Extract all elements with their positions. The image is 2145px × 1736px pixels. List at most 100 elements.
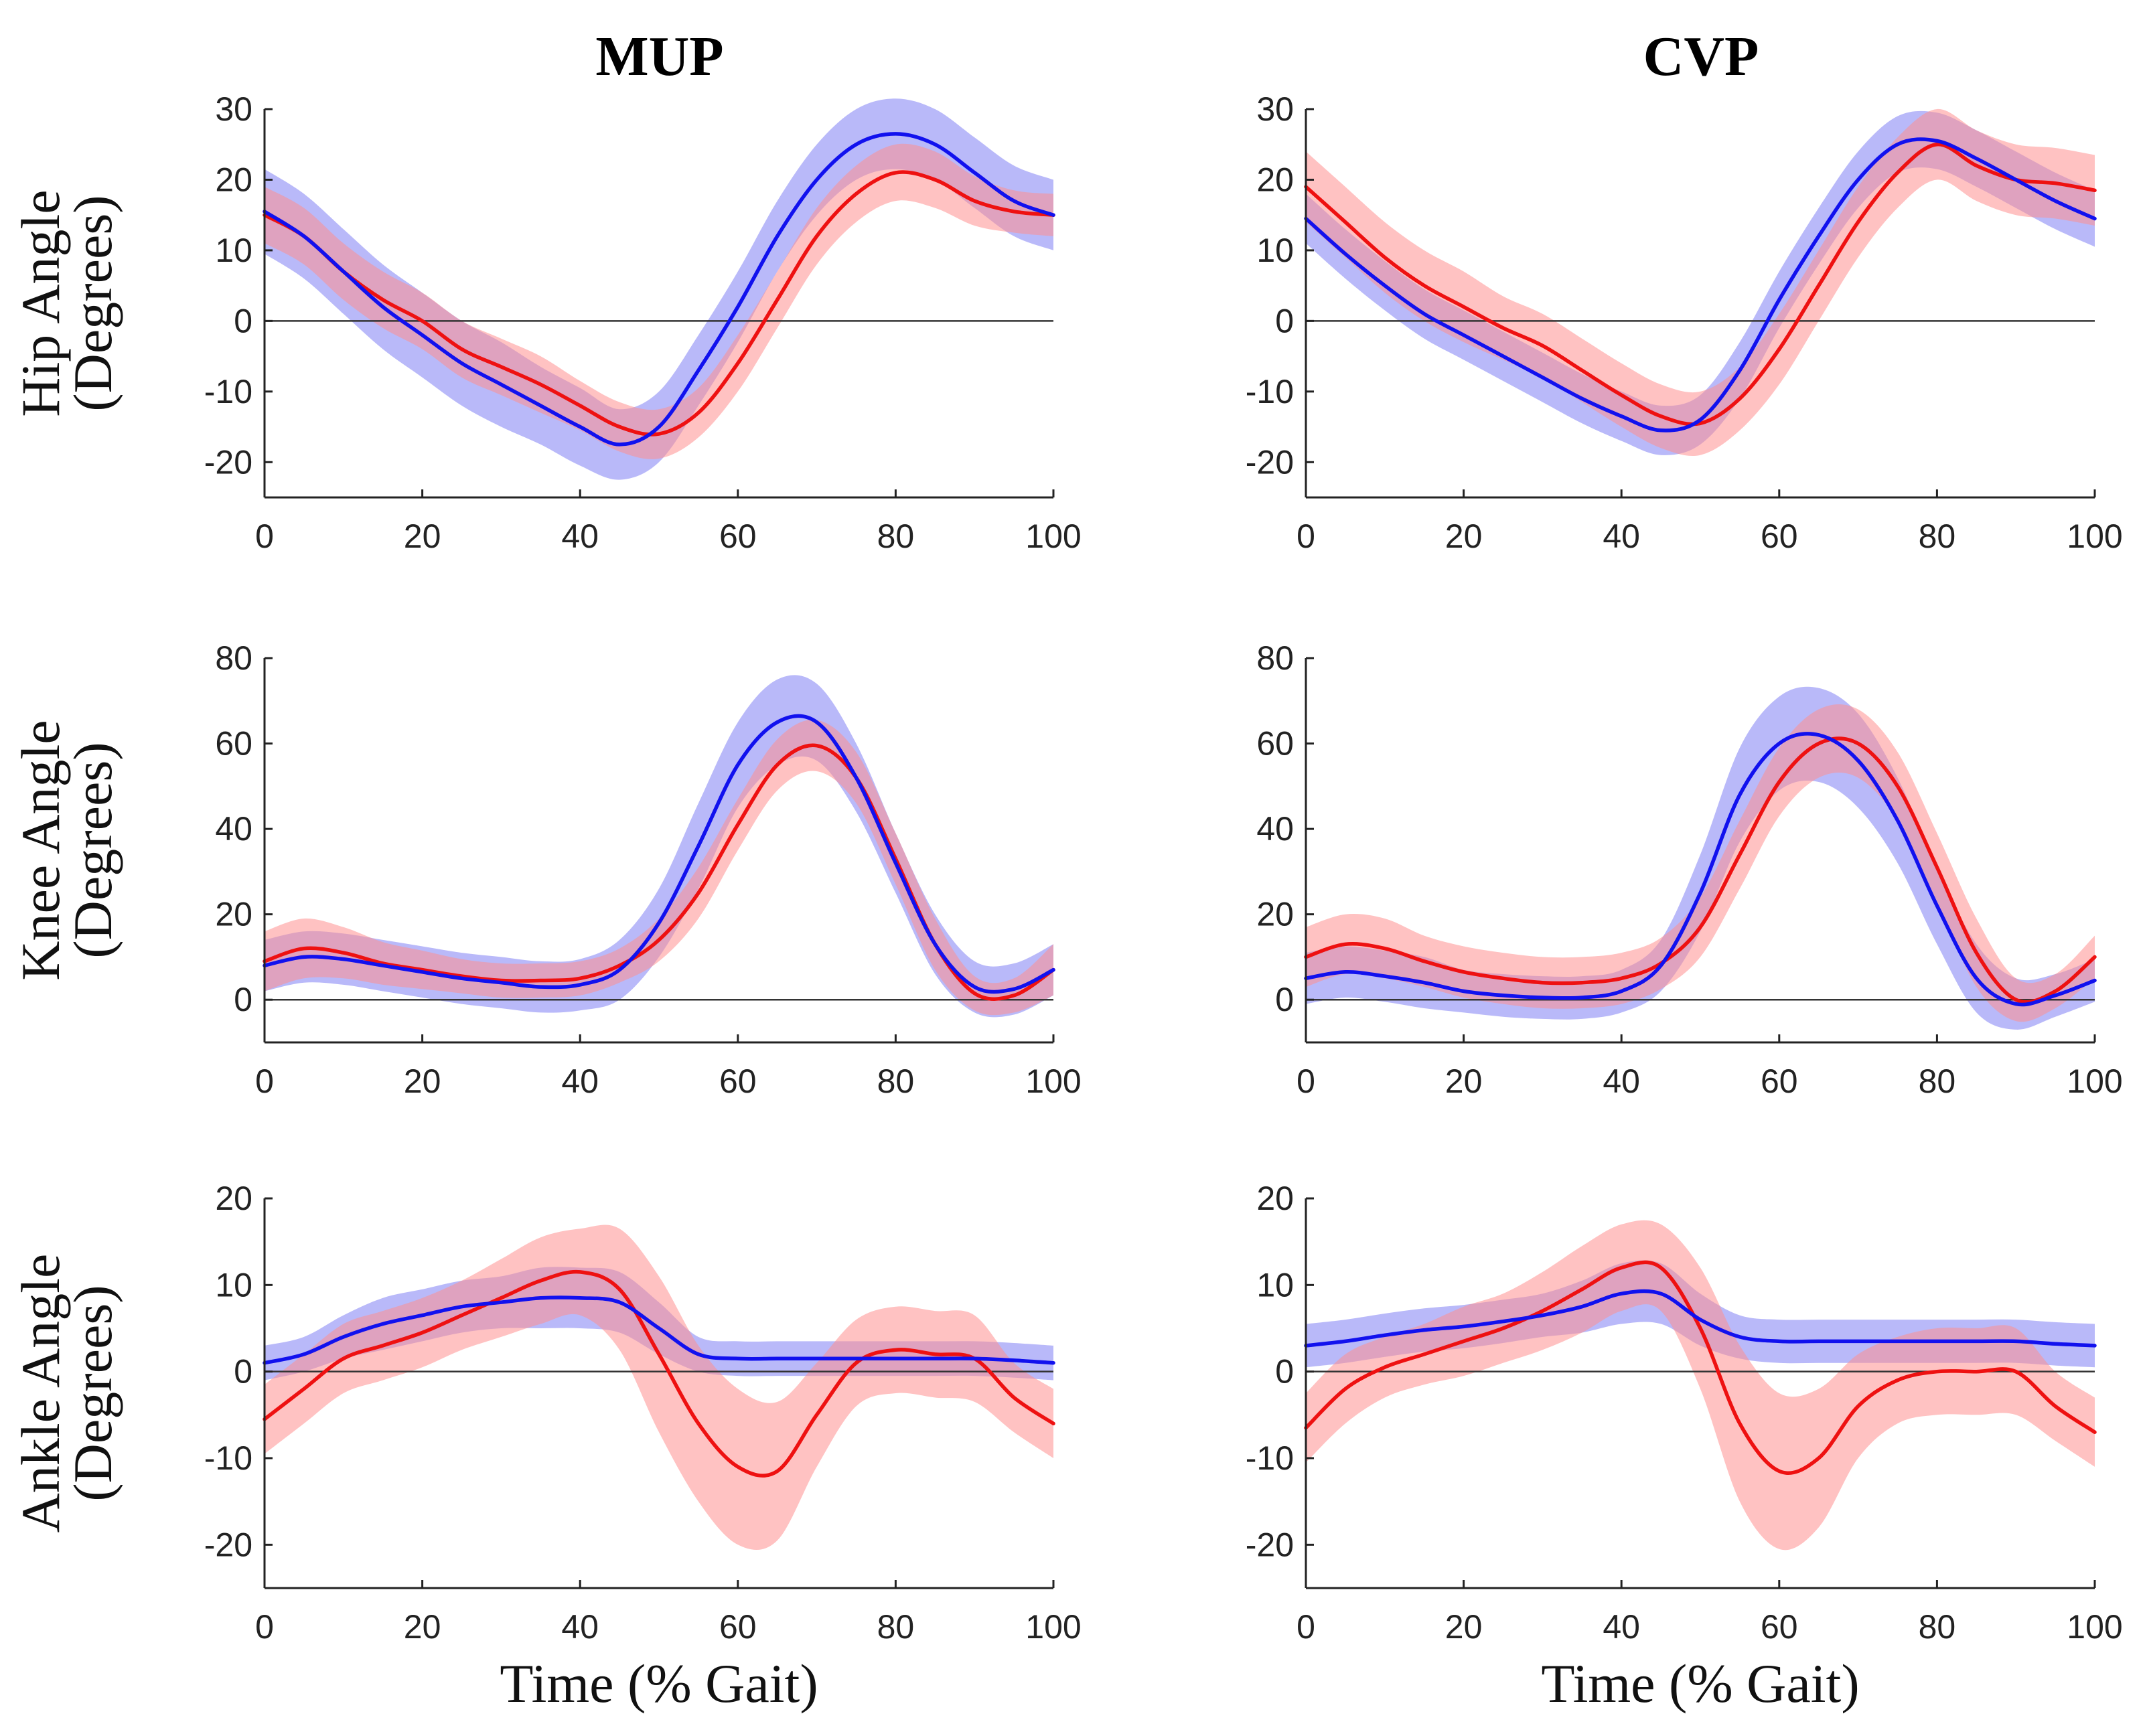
- blue-mean-line: [1304, 1289, 2097, 1348]
- x-tick-label: 60: [1761, 1062, 1798, 1100]
- y-tick-label: 20: [1256, 161, 1294, 198]
- y-tick-label: 20: [215, 896, 252, 933]
- x-tick-label: 100: [2067, 518, 2122, 555]
- blue-sd-band: [265, 98, 1053, 480]
- y-axis-label: Ankle Angle: [10, 1254, 71, 1533]
- y-tick-label: -10: [204, 373, 252, 410]
- x-tick-label: 40: [1603, 1062, 1640, 1100]
- y-axis-label: (Degrees): [62, 1285, 123, 1501]
- blue-mean-line: [263, 132, 1055, 447]
- column-title-cvp: CVP: [1643, 25, 1759, 88]
- y-tick-label: 20: [1256, 896, 1294, 933]
- x-tick-label: 60: [1761, 518, 1798, 555]
- y-axis-label: (Degrees): [62, 195, 123, 411]
- y-tick-label: 20: [215, 1180, 252, 1217]
- blue-sd-band: [1306, 686, 2095, 1030]
- x-tick-label: 0: [255, 1608, 274, 1646]
- x-tick-label: 60: [719, 1608, 757, 1646]
- blue-mean-line: [1304, 732, 2097, 1007]
- panel-mup-hip: -20 -10 0 10 20 30 0 20 40 60 80 100 Hip Angle(Degre…: [10, 90, 1082, 555]
- y-tick-label: 40: [1256, 810, 1294, 848]
- x-tick-label: 60: [719, 1062, 757, 1100]
- y-tick-label: 60: [215, 725, 252, 763]
- y-axis-label: Hip Angle: [10, 189, 71, 416]
- red-mean-line: [263, 1269, 1055, 1478]
- y-axis-label: (Degrees): [62, 742, 123, 958]
- x-tick-label: 20: [1445, 1608, 1483, 1646]
- y-tick-label: -10: [1246, 1439, 1294, 1477]
- y-tick-label: -10: [204, 1439, 252, 1477]
- blue-mean-line: [263, 714, 1055, 994]
- x-tick-label: 20: [404, 1062, 441, 1100]
- x-tick-label: 100: [1025, 1062, 1081, 1100]
- y-tick-label: 60: [1256, 725, 1294, 763]
- x-tick-label: 40: [1603, 1608, 1640, 1646]
- x-tick-label: 20: [404, 518, 441, 555]
- panel-mup-ankle: -20 -10 0 10 20 0 20 40 60 80 100 Ankle Angle(Degre…: [10, 1180, 1082, 1714]
- x-tick-label: 100: [1025, 1608, 1081, 1646]
- y-tick-label: 0: [234, 981, 252, 1018]
- y-tick-label: 30: [215, 90, 252, 128]
- y-tick-label: 10: [215, 232, 252, 269]
- column-title-mup: MUP: [595, 25, 723, 88]
- x-tick-label: 60: [1761, 1608, 1798, 1646]
- x-tick-label: 20: [1445, 518, 1483, 555]
- x-tick-label: 40: [561, 1062, 599, 1100]
- y-tick-label: 10: [1256, 1266, 1294, 1304]
- x-axis-label: Time (% Gait): [1541, 1653, 1859, 1714]
- x-tick-label: 80: [1919, 1062, 1956, 1100]
- x-tick-label: 0: [1297, 518, 1315, 555]
- red-mean-line: [1304, 736, 2097, 1004]
- x-tick-label: 100: [2067, 1062, 2122, 1100]
- red-sd-band: [265, 1225, 1053, 1551]
- x-tick-label: 0: [1297, 1608, 1315, 1646]
- blue-sd-band: [1306, 110, 2095, 455]
- x-tick-label: 20: [404, 1608, 441, 1646]
- panel-mup-knee: 0 20 40 60 80 0 20 40 60 80 100 Knee Angle(Degrees): [10, 639, 1082, 1100]
- red-sd-band: [1306, 108, 2095, 456]
- red-mean-line: [1304, 142, 2097, 426]
- red-sd-band: [1306, 1220, 2095, 1551]
- y-tick-label: -20: [204, 443, 252, 481]
- red-mean-line: [1304, 1260, 2097, 1476]
- y-tick-label: 80: [215, 639, 252, 677]
- x-tick-label: 100: [1025, 518, 1081, 555]
- y-axis-label: Knee Angle: [10, 720, 71, 980]
- x-tick-label: 0: [255, 1062, 274, 1100]
- panel-cvp-hip: -20 -10 0 10 20 30 0 20 40 60 80 100: [1246, 90, 2123, 555]
- red-sd-band: [265, 143, 1053, 459]
- y-tick-label: 0: [234, 302, 252, 339]
- y-tick-label: -20: [204, 1526, 252, 1563]
- y-tick-label: 80: [1256, 639, 1294, 677]
- x-tick-label: 80: [877, 518, 915, 555]
- y-tick-label: 30: [1256, 90, 1294, 128]
- x-axis-label: Time (% Gait): [500, 1653, 818, 1714]
- x-tick-label: 80: [1919, 518, 1956, 555]
- blue-mean-line: [263, 1295, 1055, 1365]
- blue-mean-line: [1304, 137, 2097, 432]
- y-tick-label: 40: [215, 810, 252, 848]
- x-tick-label: 80: [1919, 1608, 1956, 1646]
- x-tick-label: 20: [1445, 1062, 1483, 1100]
- y-tick-label: 10: [1256, 232, 1294, 269]
- x-tick-label: 40: [561, 518, 599, 555]
- x-tick-label: 60: [719, 518, 757, 555]
- y-tick-label: 0: [234, 1353, 252, 1391]
- red-sd-band: [265, 719, 1053, 1016]
- red-mean-line: [263, 170, 1055, 437]
- y-tick-label: 20: [1256, 1180, 1294, 1217]
- x-tick-label: 40: [1603, 518, 1640, 555]
- y-tick-label: 20: [215, 161, 252, 198]
- x-tick-label: 80: [877, 1062, 915, 1100]
- x-tick-label: 0: [1297, 1062, 1315, 1100]
- y-tick-label: -20: [1246, 443, 1294, 481]
- x-tick-label: 100: [2067, 1608, 2122, 1646]
- panel-cvp-ankle: -20 -10 0 10 20 0 20 40 60 80 100 Time (% Gait): [1246, 1180, 2123, 1714]
- y-tick-label: -10: [1246, 373, 1294, 410]
- y-tick-label: 0: [1275, 1353, 1294, 1391]
- panel-cvp-knee: 0 20 40 60 80 0 20 40 60 80 100: [1256, 639, 2122, 1100]
- x-tick-label: 80: [877, 1608, 915, 1646]
- x-tick-label: 40: [561, 1608, 599, 1646]
